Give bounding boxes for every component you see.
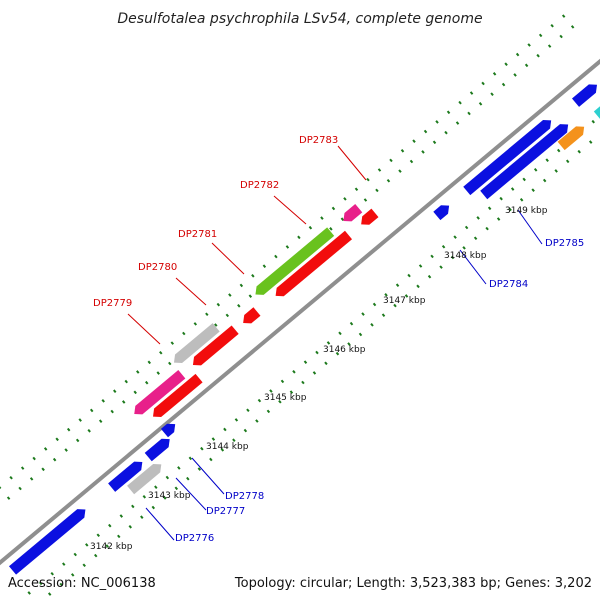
- scale-label-3148: 3148 kbp: [444, 251, 487, 261]
- gene-cyan[interactable]: [593, 95, 600, 120]
- gene-DP2777[interactable]: [108, 461, 143, 492]
- gene-DP2784[interactable]: [463, 120, 552, 196]
- gene-orange[interactable]: [557, 126, 585, 151]
- gene-DP2783[interactable]: [361, 208, 379, 225]
- leader-line: [211, 242, 245, 275]
- gene-label-DP2778[interactable]: DP2778: [225, 491, 264, 502]
- gene-label-DP2782[interactable]: DP2782: [240, 180, 279, 191]
- scale-label-3145: 3145 kbp: [264, 393, 307, 403]
- gene-label-DP2779[interactable]: DP2779: [93, 298, 132, 309]
- gene-DP2780[interactable]: [192, 325, 239, 366]
- gene-leader-lines: [127, 145, 543, 541]
- tick-row: [18, 114, 600, 600]
- gene-grey-1[interactable]: [127, 463, 162, 495]
- scale-label-3144: 3144 kbp: [206, 442, 249, 452]
- gene-DP2778[interactable]: [144, 438, 170, 462]
- scale-label-3147: 3147 kbp: [383, 296, 426, 306]
- leader-line: [191, 457, 225, 495]
- gene-DP2782[interactable]: [275, 230, 353, 297]
- gene-label-DP2776[interactable]: DP2776: [175, 533, 214, 544]
- leader-line: [175, 277, 207, 306]
- gene-DP2776[interactable]: [8, 509, 86, 575]
- gene-DP2782b[interactable]: [255, 227, 335, 295]
- gene-forward-edge[interactable]: [571, 84, 598, 107]
- gene-label-DP2780[interactable]: DP2780: [138, 262, 177, 273]
- gene-DP2779[interactable]: [153, 373, 203, 417]
- leader-line: [127, 313, 161, 345]
- gene-DP2785[interactable]: [480, 124, 569, 200]
- gene-label-DP2777[interactable]: DP2777: [206, 506, 245, 517]
- map-title: Desulfotalea psychrophila LSv54, complet…: [117, 11, 482, 27]
- gene-label-DP2784[interactable]: DP2784: [489, 279, 528, 290]
- leader-line: [175, 477, 207, 511]
- genome-backbone: [0, 58, 600, 566]
- gene-small-forward[interactable]: [433, 205, 450, 221]
- scale-ticks: [0, 7, 600, 600]
- scale-label-3142: 3142 kbp: [90, 542, 133, 552]
- leader-line: [273, 195, 307, 225]
- leader-line: [337, 145, 367, 181]
- leader-line: [145, 507, 175, 541]
- scale-label-3146: 3146 kbp: [323, 345, 366, 355]
- scale-label-3143: 3143 kbp: [148, 491, 191, 501]
- gene-DP2783b[interactable]: [343, 203, 363, 222]
- gene-label-DP2783[interactable]: DP2783: [299, 135, 338, 146]
- gene-DP2781[interactable]: [173, 323, 220, 363]
- gene-DP2778b[interactable]: [160, 423, 176, 438]
- gene-features: [8, 84, 600, 575]
- scale-label-3149: 3149 kbp: [505, 206, 548, 216]
- accession-text: Accession: NC_006138: [8, 576, 156, 591]
- gene-DP2779b[interactable]: [134, 370, 186, 415]
- leader-line: [517, 209, 543, 245]
- gene-label-DP2781[interactable]: DP2781: [178, 229, 217, 240]
- gene-DP2781b[interactable]: [243, 307, 261, 324]
- leader-line: [459, 249, 487, 285]
- genome-summary-text: Topology: circular; Length: 3,523,383 bp…: [234, 576, 592, 591]
- gene-label-DP2785[interactable]: DP2785: [545, 238, 584, 249]
